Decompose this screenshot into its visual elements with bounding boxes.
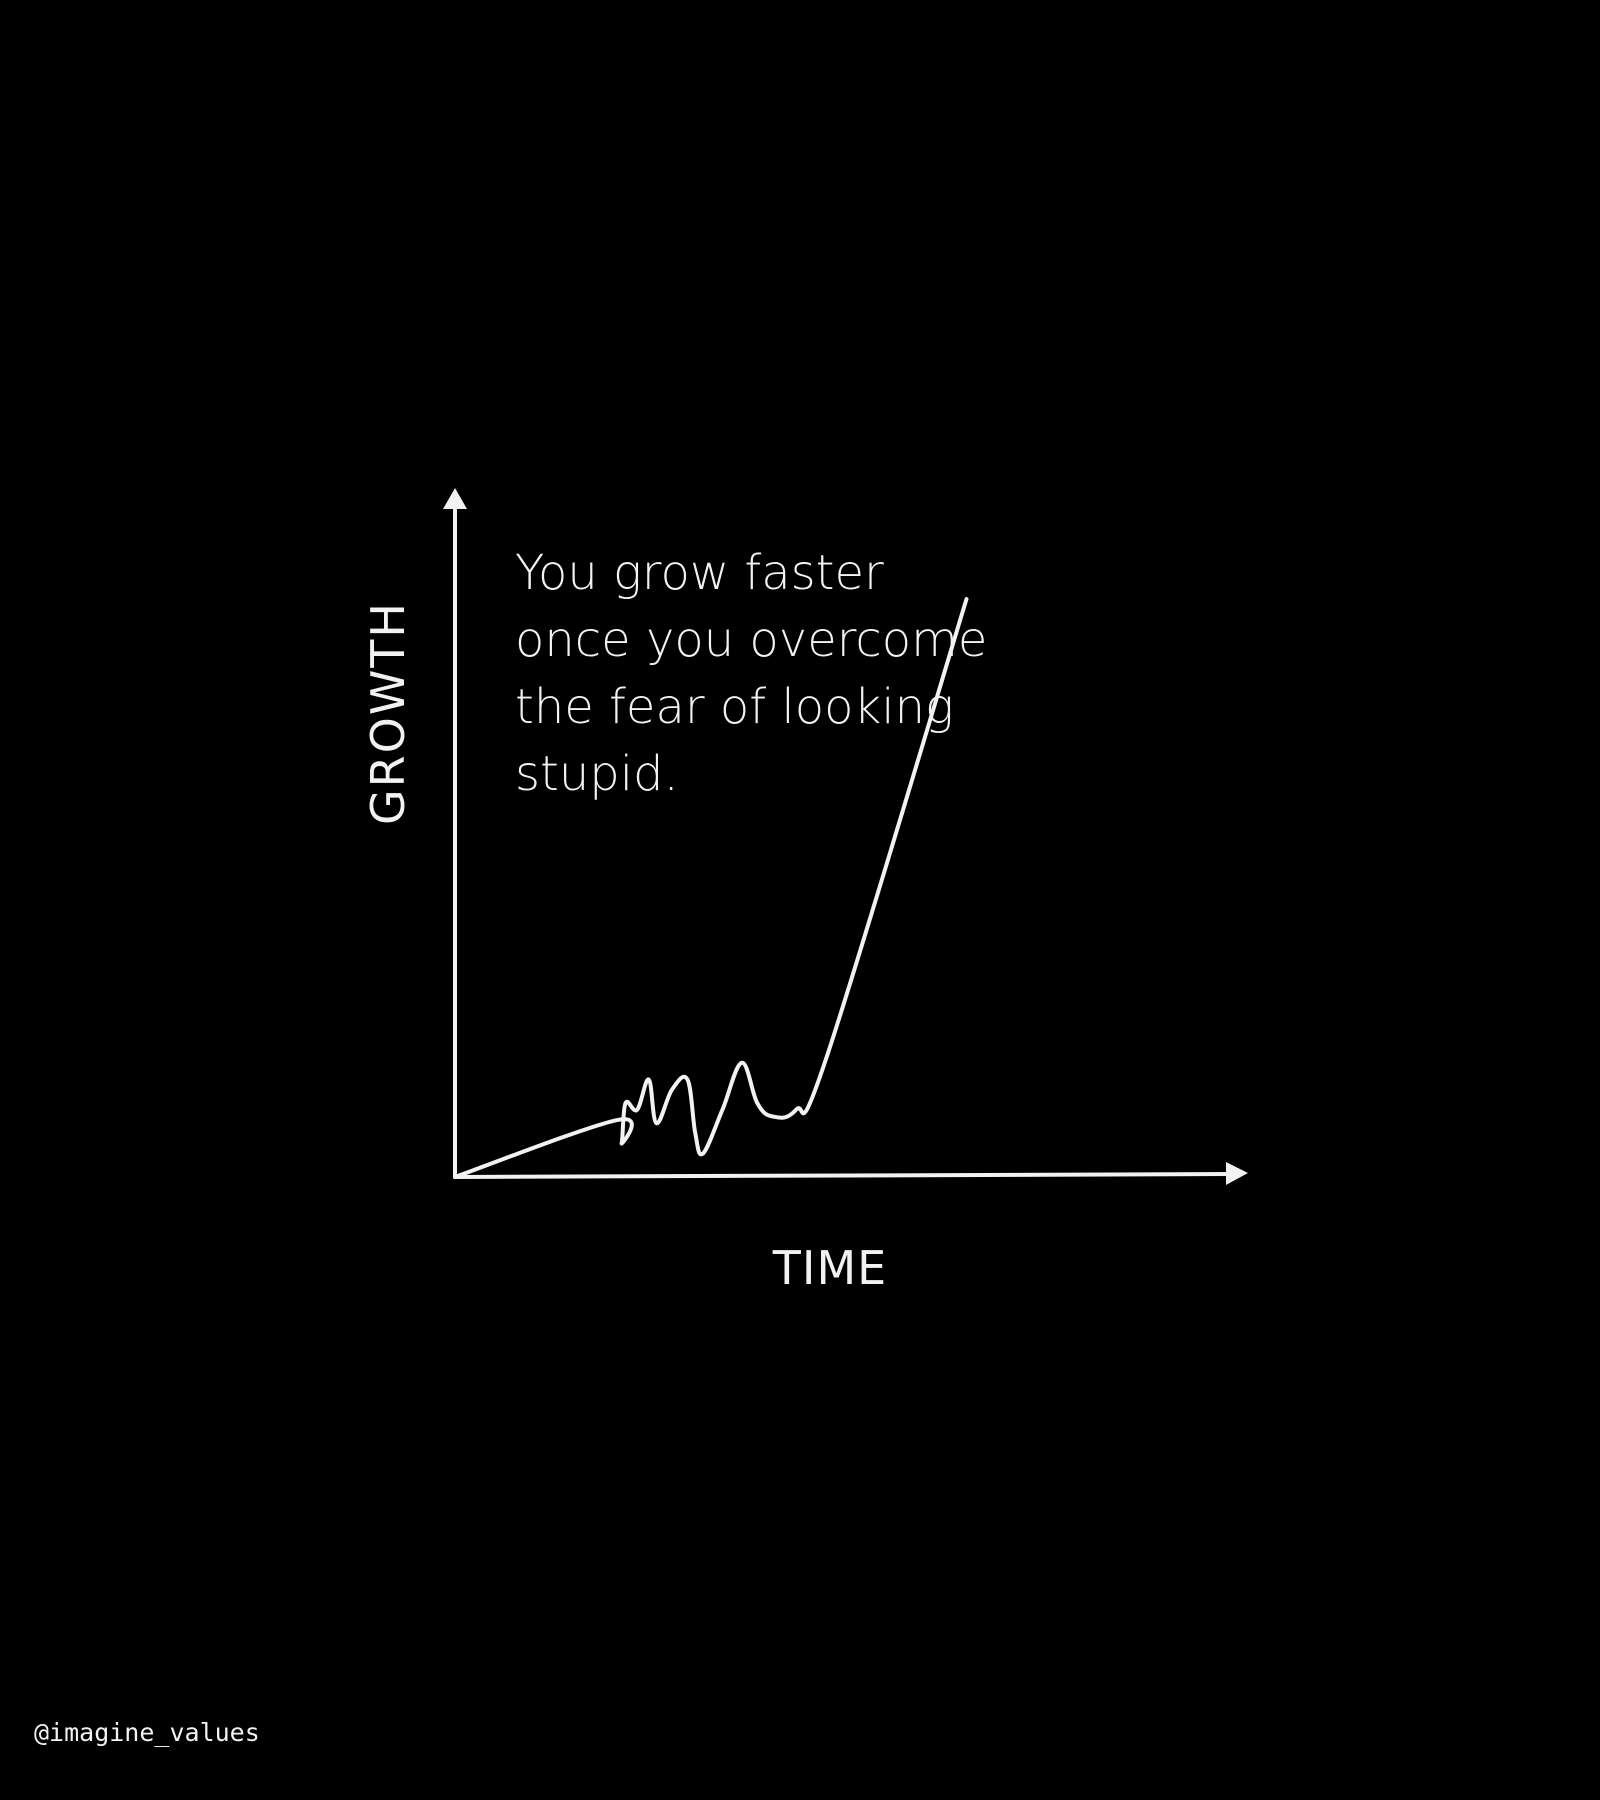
quote-line-2: once you overcome xyxy=(515,612,988,668)
quote-line-1: You grow faster xyxy=(515,545,884,601)
growth-line xyxy=(453,597,969,1179)
watermark-handle: @imagine_values xyxy=(34,1718,260,1747)
quote-line-4: stupid. xyxy=(515,746,679,802)
x-axis-arrowhead xyxy=(1226,1162,1248,1185)
quote-text: You grow faster once you overcome the fe… xyxy=(515,540,987,808)
y-axis-arrowhead xyxy=(443,488,467,509)
y-axis-label: GROWTH xyxy=(361,601,415,825)
quote-line-3: the fear of looking xyxy=(515,679,954,735)
x-axis-line xyxy=(453,1172,1232,1179)
x-axis-label: TIME xyxy=(772,1241,888,1295)
